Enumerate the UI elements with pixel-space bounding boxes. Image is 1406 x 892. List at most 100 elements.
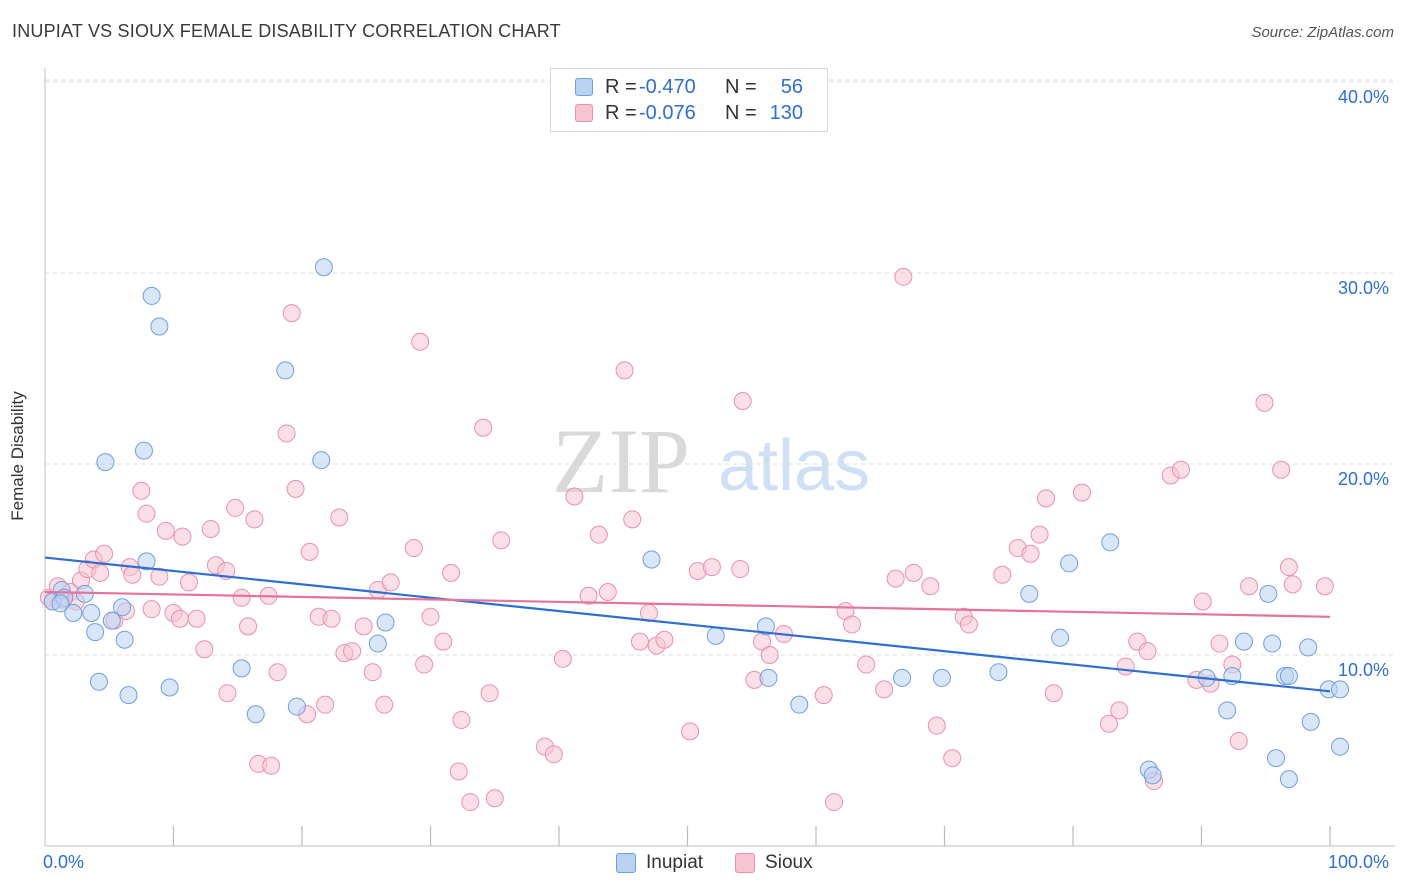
- sioux-points: [39, 267, 1334, 812]
- sioux-point: [461, 793, 480, 812]
- inupiat-point: [113, 598, 132, 617]
- sioux-point: [492, 531, 511, 550]
- inupiat-point: [1301, 712, 1320, 731]
- sioux-point: [268, 663, 287, 682]
- sioux-point: [245, 510, 264, 529]
- y-tick-label-30: 30.0%: [1338, 278, 1390, 298]
- sioux-point: [286, 479, 305, 498]
- sioux-point: [1255, 393, 1274, 412]
- sioux-point: [170, 609, 189, 628]
- sioux-point: [1229, 731, 1248, 750]
- stats-legend: R = -0.470 N = 56 R = -0.076 N = 130: [550, 68, 828, 132]
- sioux-point: [239, 617, 258, 636]
- sioux-point: [553, 649, 572, 668]
- sioux-point: [485, 789, 504, 808]
- sioux-point: [330, 508, 349, 527]
- inupiat-swatch: [575, 78, 593, 96]
- sioux-point: [218, 684, 237, 703]
- sioux-point: [381, 573, 400, 592]
- sioux-swatch: [575, 104, 593, 122]
- r-label: R =: [605, 101, 637, 124]
- sioux-point: [731, 560, 750, 579]
- inupiat-point: [82, 603, 101, 622]
- sioux-point: [322, 609, 341, 628]
- sioux-point: [875, 680, 894, 699]
- inupiat-point: [1234, 632, 1253, 651]
- inupiat-point: [932, 668, 951, 687]
- sioux-point: [452, 710, 471, 729]
- sioux-point: [1116, 657, 1135, 676]
- n-value: 130: [769, 101, 803, 124]
- legend-item-inupiat[interactable]: Inupiat: [616, 852, 703, 874]
- sioux-point: [363, 663, 382, 682]
- inupiat-point: [1259, 584, 1278, 603]
- r-value: -0.470: [639, 75, 696, 98]
- sioux-point: [623, 510, 642, 529]
- source-label: Source: ZipAtlas.com: [1251, 24, 1394, 41]
- sioux-point: [1037, 489, 1056, 508]
- inupiat-trend-line: [44, 556, 1331, 693]
- sioux-point: [702, 558, 721, 577]
- sioux-point: [316, 695, 335, 714]
- inupiat-point: [1279, 770, 1298, 789]
- sioux-point: [681, 722, 700, 741]
- inupiat-legend-swatch: [616, 853, 636, 873]
- inupiat-point: [64, 603, 83, 622]
- inupiat-point: [246, 705, 265, 724]
- inupiat-point: [119, 686, 138, 705]
- inupiat-point: [142, 286, 161, 305]
- sioux-point: [565, 487, 584, 506]
- n-label: N =: [725, 101, 757, 124]
- sioux-point: [927, 716, 946, 735]
- sioux-point: [1044, 684, 1063, 703]
- chart-title: INUPIAT VS SIOUX FEMALE DISABILITY CORRE…: [12, 21, 561, 41]
- sioux-point: [857, 655, 876, 674]
- inupiat-point: [1060, 554, 1079, 573]
- inupiat-points: [43, 258, 1349, 789]
- legend-item-sioux[interactable]: Sioux: [735, 852, 813, 874]
- sioux-point: [824, 793, 843, 812]
- sioux-point: [1240, 577, 1259, 596]
- inupiat-point: [102, 611, 121, 630]
- y-tick-label-40: 40.0%: [1338, 87, 1390, 107]
- inupiat-point: [89, 672, 108, 691]
- r-label: R =: [605, 75, 637, 98]
- inupiat-point: [893, 668, 912, 687]
- inupiat-point: [312, 451, 331, 470]
- r-value: -0.076: [639, 101, 696, 124]
- sioux-point: [904, 563, 923, 582]
- inupiat-point: [287, 697, 306, 716]
- sioux-point: [179, 573, 198, 592]
- sioux-point: [1138, 642, 1157, 661]
- inupiat-point: [314, 258, 333, 277]
- sioux-point: [201, 519, 220, 538]
- sioux-point: [814, 686, 833, 705]
- sioux-point: [655, 630, 674, 649]
- inupiat-point: [1331, 737, 1349, 756]
- sioux-point: [943, 749, 962, 768]
- legend-row-inupiat: R = -0.470 N = 56: [575, 75, 803, 99]
- sioux-point: [1099, 714, 1118, 733]
- sioux-point: [1171, 460, 1190, 479]
- n-label: N =: [725, 75, 757, 98]
- sioux-point: [921, 577, 940, 596]
- inupiat-point: [150, 317, 169, 336]
- x-tick-label-min: 0.0%: [43, 852, 85, 872]
- sioux-point: [1272, 460, 1291, 479]
- inupiat-point: [134, 441, 153, 460]
- y-tick-label-20: 20.0%: [1338, 469, 1390, 489]
- sioux-point: [733, 391, 752, 410]
- inupiat-point: [1331, 680, 1349, 699]
- sioux-point: [1193, 592, 1212, 611]
- sioux-point: [277, 424, 296, 443]
- sioux-point: [1315, 577, 1334, 596]
- inupiat-point: [989, 663, 1008, 682]
- sioux-point: [156, 521, 175, 540]
- inupiat-point: [376, 613, 395, 632]
- sioux-point: [95, 544, 114, 563]
- sioux-point: [842, 615, 861, 634]
- sioux-point: [894, 267, 913, 286]
- sioux-point: [173, 527, 192, 546]
- inupiat-point: [1263, 634, 1282, 653]
- sioux-point: [959, 615, 978, 634]
